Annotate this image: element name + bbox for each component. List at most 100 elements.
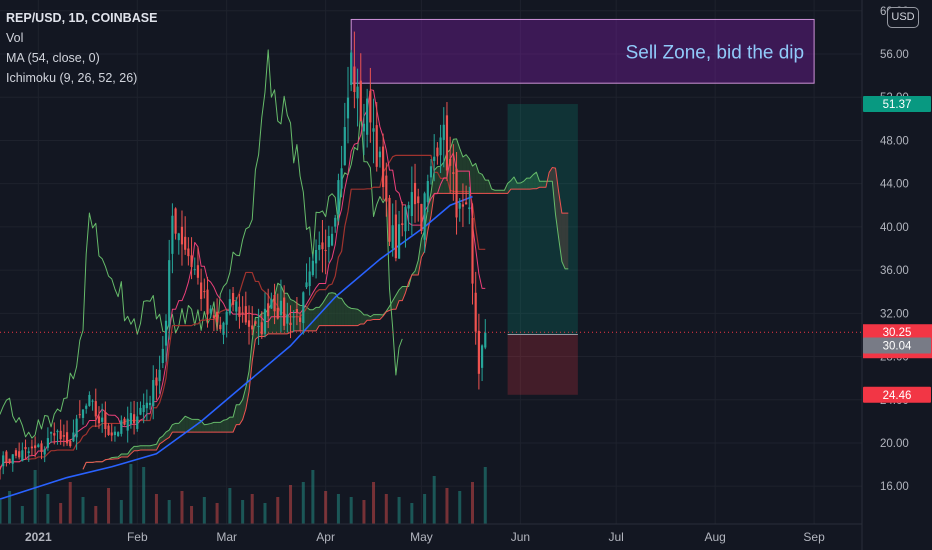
candle-body: [362, 123, 366, 132]
cloud-segment: [236, 404, 240, 425]
volume-bar: [423, 494, 427, 524]
indicator-lines: [0, 49, 569, 500]
candle-body: [439, 137, 442, 156]
cloud-segment: [143, 445, 147, 451]
symbol-title[interactable]: REP/USD, 1D, COINBASE: [6, 11, 158, 25]
candle-body: [337, 180, 340, 215]
candle-body: [340, 168, 343, 189]
candle-body: [429, 166, 433, 178]
cloud-segment: [316, 307, 320, 331]
candle-body: [378, 151, 382, 158]
cloud-segment: [520, 181, 524, 190]
volume-bar: [289, 485, 293, 524]
candle-body: [164, 320, 168, 346]
cloud-segment: [185, 416, 189, 433]
candle-body: [299, 317, 302, 322]
candle-body: [420, 203, 423, 231]
base-line: [0, 154, 486, 470]
candle-body: [417, 196, 420, 204]
cloud-segment: [319, 303, 323, 326]
candle-body: [155, 377, 158, 386]
candle-body: [53, 433, 56, 436]
candle-body: [413, 182, 417, 205]
candle-body: [136, 416, 139, 429]
volume-bar: [263, 503, 267, 524]
ichimoku-indicator-label[interactable]: Ichimoku (9, 26, 52, 26): [6, 71, 138, 85]
currency-button[interactable]: USD: [887, 7, 919, 28]
moving-average-line: [0, 195, 473, 500]
volume-bar: [81, 497, 85, 524]
cloud-segment: [156, 438, 160, 451]
volume-bar: [458, 491, 462, 524]
target-price-label-bg: [863, 96, 931, 113]
volume-bar: [228, 488, 232, 524]
cloud-segment: [370, 314, 374, 321]
cloud-segment: [485, 180, 489, 194]
volume-bar: [471, 482, 475, 524]
candle-body: [216, 311, 219, 323]
candle-body: [305, 282, 308, 288]
volume-bar: [119, 500, 123, 524]
cloud-segment: [399, 286, 403, 301]
volume-indicator-label[interactable]: Vol: [6, 31, 24, 45]
candle-body: [148, 402, 152, 406]
candle-body: [107, 425, 110, 436]
cloud-segment: [376, 314, 380, 320]
volume-bar: [250, 494, 254, 524]
volume-bar: [384, 494, 388, 524]
candle-body: [126, 418, 129, 431]
candle-body: [174, 208, 177, 234]
candle-body: [436, 147, 439, 157]
candle-body: [49, 432, 53, 434]
candle-body: [101, 417, 104, 422]
volume-bar: [107, 488, 111, 524]
cloud-segment: [124, 453, 128, 457]
cloud-segment: [175, 423, 179, 433]
cloud-segment: [172, 423, 176, 433]
x-tick-label: Feb: [127, 530, 148, 544]
cloud-segment: [344, 303, 348, 326]
candle-body: [34, 445, 37, 449]
volume-bar: [483, 467, 487, 524]
candle-body: [59, 430, 62, 440]
volume-bar: [154, 494, 158, 524]
candle-body: [30, 446, 34, 449]
stop-price-label: 24.46: [883, 390, 912, 402]
cloud-segment: [181, 416, 186, 433]
candle-body: [359, 80, 362, 122]
cloud-segment: [338, 297, 342, 326]
volume-bar: [362, 500, 366, 524]
cloud-segment: [494, 190, 499, 194]
candle-body: [369, 90, 372, 123]
ma-indicator-label[interactable]: MA (54, close, 0): [6, 51, 100, 65]
candle-body: [449, 158, 452, 166]
cloud-segment: [341, 298, 345, 326]
volume-bar: [311, 470, 315, 524]
candle-body: [196, 265, 200, 278]
candle-body: [187, 248, 190, 257]
candle-body: [353, 66, 356, 93]
candle-body: [318, 244, 321, 250]
candle-body: [263, 308, 267, 334]
candle-body: [69, 441, 72, 447]
candle-body: [394, 214, 397, 259]
cloud-segment: [322, 298, 326, 326]
leading-span-b: [82, 166, 569, 470]
cloud-segment: [549, 167, 553, 182]
candle-body: [382, 146, 385, 188]
candle-body: [295, 308, 299, 313]
cloud-segment: [373, 314, 377, 320]
cloud-segment: [213, 422, 218, 433]
cloud-segment: [166, 430, 170, 440]
leading-span-a: [82, 138, 569, 470]
candle-body: [324, 249, 327, 251]
candle-body: [442, 124, 445, 140]
candle-body: [238, 306, 241, 317]
cloud-segment: [498, 190, 502, 194]
volume-bar: [215, 503, 219, 524]
cloud-segment: [293, 300, 297, 331]
volume-bars: [0, 464, 487, 524]
candle-body: [88, 394, 91, 406]
